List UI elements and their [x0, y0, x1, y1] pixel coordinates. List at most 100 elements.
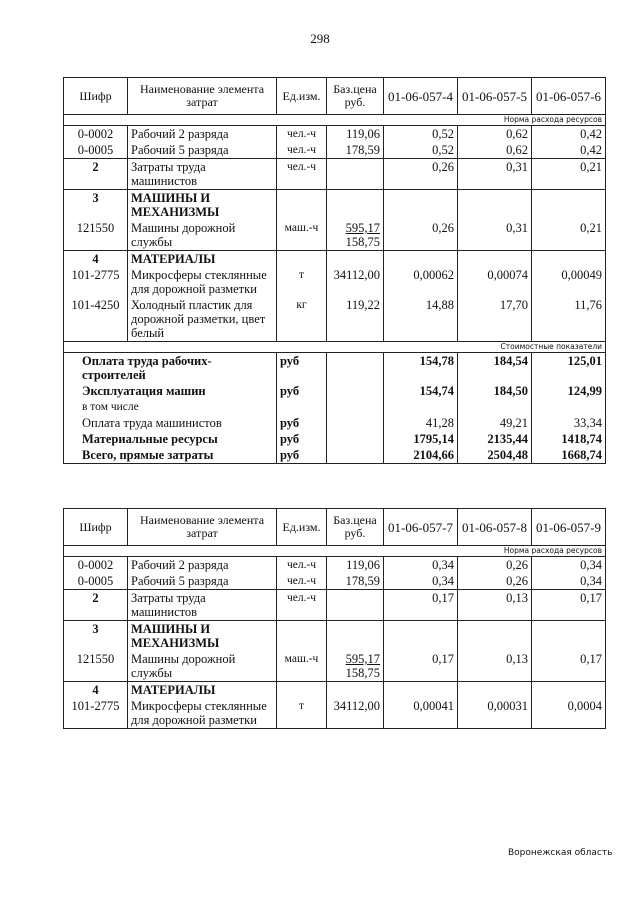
norm-value: 0,26: [383, 158, 458, 190]
table-row: 0-0002 Рабочий 2 разряда чел.-ч 119,06 0,34 0…: [63, 556, 606, 573]
base-price: 119,06: [326, 556, 384, 573]
column-header: Шифр: [63, 508, 128, 546]
price-value: 119,06: [346, 127, 380, 141]
cost-value: 125,01: [531, 352, 606, 383]
norm-value: 0,34: [383, 573, 458, 590]
summary-name: Материальные ресурсы: [63, 431, 277, 447]
norm-value: 17,70: [457, 297, 532, 342]
table-row: 4 МАТЕРИАЛЫ: [63, 681, 606, 698]
summary-row: Оплата труда машинистов руб 41,28 49,21 33,3…: [63, 415, 606, 431]
cost-value: 154,78: [383, 352, 458, 383]
resource-code: 0-0002: [63, 125, 128, 142]
base-price-empty: [326, 415, 384, 431]
norm-value: 0,52: [383, 125, 458, 142]
resource-code: 3: [63, 189, 128, 220]
base-price: [326, 681, 384, 698]
resource-name: МАТЕРИАЛЫ: [127, 250, 277, 267]
resource-name: Рабочий 5 разряда: [127, 142, 277, 159]
norm-value: 0,00049: [531, 267, 606, 297]
table-row: 2 Затраты труда машинистов чел.-ч 0,17 0,13 0…: [63, 589, 606, 621]
column-header: Наименование элемента затрат: [127, 508, 277, 546]
column-header: 01-06-057-8: [457, 508, 532, 546]
norm-value: 0,0004: [531, 698, 606, 729]
norm-value: 0,00031: [457, 698, 532, 729]
norm-value: 0,17: [531, 651, 606, 682]
cost-value: 184,54: [457, 352, 532, 383]
unit: чел.-ч: [276, 573, 327, 590]
norm-value: 0,62: [457, 142, 532, 159]
norm-value: [383, 189, 458, 220]
summary-name: Всего, прямые затраты: [63, 447, 277, 464]
summary-row: в том числе: [63, 399, 606, 415]
norm-value: [457, 189, 532, 220]
norm-value: 0,26: [457, 573, 532, 590]
resource-code: 4: [63, 681, 128, 698]
table-row: 4 МАТЕРИАЛЫ: [63, 250, 606, 267]
unit: чел.-ч: [276, 556, 327, 573]
resource-name: МАШИНЫ И МЕХАНИЗМЫ: [127, 189, 277, 220]
norm-value: [531, 189, 606, 220]
price-value-secondary: 158,75: [345, 235, 380, 249]
resource-code: 121550: [63, 220, 128, 251]
cost-value: 1668,74: [531, 447, 606, 464]
resource-name: МАТЕРИАЛЫ: [127, 681, 277, 698]
norm-value: 0,21: [531, 158, 606, 190]
cost-value: 1418,74: [531, 431, 606, 447]
norm-value: 0,26: [383, 220, 458, 251]
cost-value: 124,99: [531, 383, 606, 399]
base-price: 119,22: [326, 297, 384, 342]
norm-value: 0,34: [531, 556, 606, 573]
norm-value: [383, 250, 458, 267]
resource-code: 2: [63, 589, 128, 621]
table-row: 0-0005 Рабочий 5 разряда чел.-ч 178,59 0,52 0…: [63, 142, 606, 159]
norm-value: 0,34: [531, 573, 606, 590]
resource-code: 2: [63, 158, 128, 190]
column-header: Ед.изм.: [276, 508, 327, 546]
base-price: 34112,00: [326, 698, 384, 729]
base-price-empty: [326, 399, 384, 415]
norm-value: [531, 250, 606, 267]
norm-value: 0,42: [531, 142, 606, 159]
table-row: 101-4250 Холодный пластик для дорожной ра…: [63, 297, 606, 342]
resource-name: Рабочий 5 разряда: [127, 573, 277, 590]
column-header: 01-06-057-6: [531, 77, 606, 115]
unit: [276, 620, 327, 651]
price-value: 119,22: [346, 298, 380, 312]
section-label-row: Стоимостные показатели: [63, 341, 606, 353]
summary-name: Оплата труда машинистов: [63, 415, 277, 431]
table-row: 0-0005 Рабочий 5 разряда чел.-ч 178,59 0,34 0…: [63, 573, 606, 590]
norm-value: 14,88: [383, 297, 458, 342]
cost-value: 2504,48: [457, 447, 532, 464]
unit: т: [276, 698, 327, 729]
table-row: 0-0002 Рабочий 2 разряда чел.-ч 119,06 0,52 0…: [63, 125, 606, 142]
unit: маш.-ч: [276, 220, 327, 251]
norm-label: Норма расхода ресурсов: [63, 545, 606, 557]
section-label-row: Норма расхода ресурсов: [63, 114, 606, 126]
summary-row: Всего, прямые затраты руб 2104,66 2504,48 16…: [63, 447, 606, 464]
base-price-empty: [326, 352, 384, 383]
norm-value: 0,17: [383, 589, 458, 621]
norm-value: 0,21: [531, 220, 606, 251]
base-price-empty: [326, 447, 384, 464]
resource-code: 0-0005: [63, 573, 128, 590]
norm-value: 0,13: [457, 651, 532, 682]
price-value: 595,17: [345, 221, 380, 235]
price-value: 178,59: [345, 574, 380, 588]
norm-value: 0,31: [457, 220, 532, 251]
resource-name: Рабочий 2 разряда: [127, 125, 277, 142]
norm-value: [383, 681, 458, 698]
unit: чел.-ч: [276, 589, 327, 621]
resource-name: Машины дорожной службы: [127, 220, 277, 251]
resource-code: 0-0005: [63, 142, 128, 159]
norm-value: 0,62: [457, 125, 532, 142]
unit: [276, 681, 327, 698]
cost-value: [383, 399, 458, 415]
cost-value: 33,34: [531, 415, 606, 431]
summary-row: Материальные ресурсы руб 1795,14 2135,44 141…: [63, 431, 606, 447]
header-row: Шифр Наименование элемента затрат Ед.изм. Б…: [63, 508, 606, 546]
cost-value: 2104,66: [383, 447, 458, 464]
table-row: 101-2775 Микросферы стеклянные для дорожн…: [63, 267, 606, 297]
page-number: 298: [310, 31, 330, 46]
resource-name: Затраты труда машинистов: [127, 589, 277, 621]
base-price: 119,06: [326, 125, 384, 142]
